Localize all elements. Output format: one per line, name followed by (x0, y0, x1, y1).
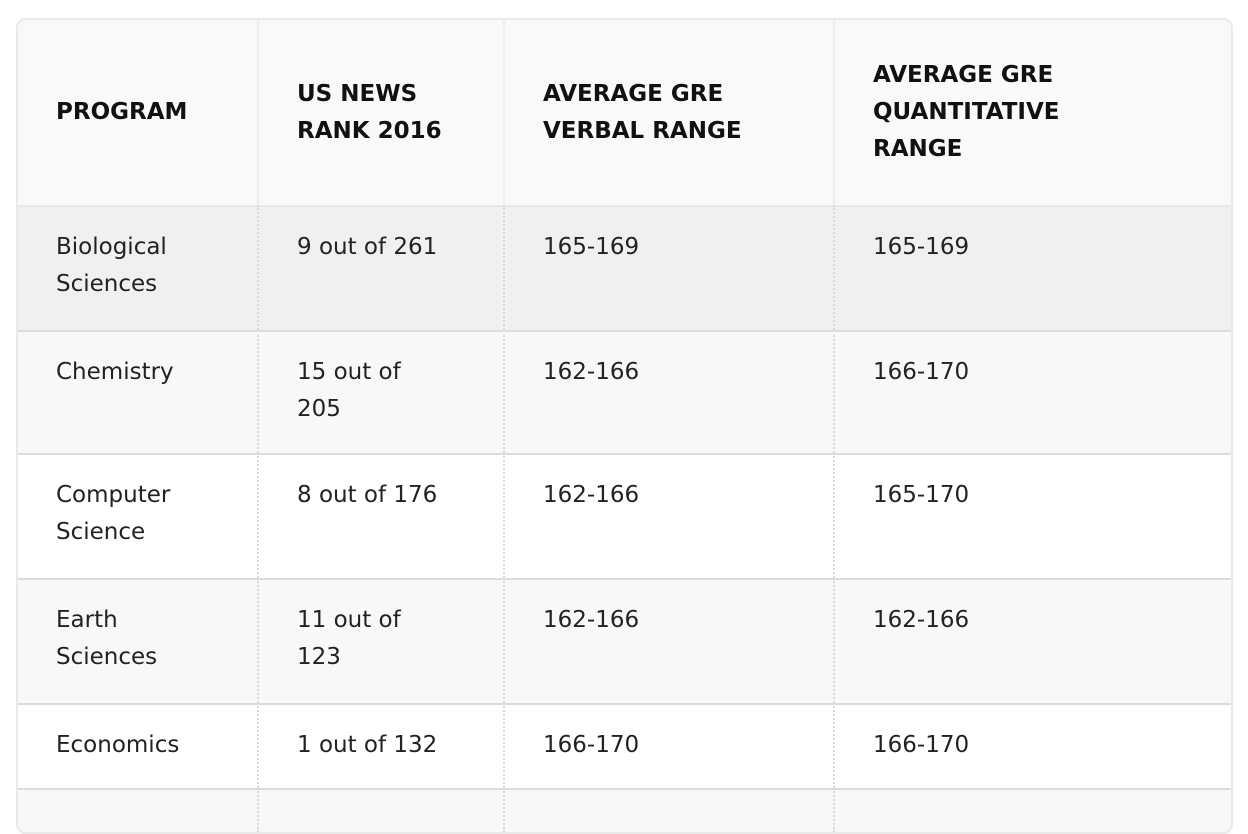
cell-verbal-range: 166-170 (503, 703, 833, 788)
column-header-gre-verbal-range-label: AVERAGE GRE VERBAL RANGE (543, 80, 742, 144)
table-row-economics: Economics 1 out of 132 166-170 166-170 (18, 703, 1231, 788)
column-header-gre-verbal-range: AVERAGE GRE VERBAL RANGE (503, 20, 833, 205)
cell-rank: 1 out of 132 (257, 703, 503, 788)
cell-rank: 9 out of 261 (257, 205, 503, 330)
column-header-program: PROGRAM (18, 20, 257, 205)
cell-quantitative-range: 162-166 (833, 578, 1231, 703)
table-row-earth-sciences: Earth Sciences 11 out of 123 162-166 162… (18, 578, 1231, 703)
column-header-program-label: PROGRAM (56, 99, 188, 125)
cell-quantitative-range: 165-170 (833, 453, 1231, 578)
cell-quantitative-range: 165-169 (833, 205, 1231, 330)
cell-verbal-range: 162-166 (503, 578, 833, 703)
cell-program: Economics (18, 703, 257, 788)
table-row-biological-sciences: Biological Sciences 9 out of 261 165-169… (18, 205, 1231, 330)
cell-quantitative-range: 166-170 (833, 330, 1231, 453)
cell-program (18, 788, 257, 832)
cell-text: 166-170 (873, 359, 970, 385)
cell-program: Computer Science (18, 453, 257, 578)
header-row: PROGRAM US NEWS RANK 2016 AVERAGE GRE VE… (18, 20, 1231, 205)
table-header: PROGRAM US NEWS RANK 2016 AVERAGE GRE VE… (18, 20, 1231, 205)
cell-text: 15 out of 205 (297, 359, 401, 422)
cell-text: 1 out of 132 (297, 732, 438, 758)
cell-rank: 15 out of 205 (257, 330, 503, 453)
cell-text: Biological Sciences (56, 234, 167, 297)
cell-quantitative-range (833, 788, 1231, 832)
cell-verbal-range: 162-166 (503, 453, 833, 578)
cell-text: 162-166 (543, 482, 640, 508)
table-row-partial (18, 788, 1231, 832)
cell-program: Chemistry (18, 330, 257, 453)
cell-text: 162-166 (543, 359, 640, 385)
cell-text: Computer Science (56, 482, 171, 545)
column-header-gre-quantitative-range: AVERAGE GRE QUANTITATIVE RANGE (833, 20, 1231, 205)
column-header-us-news-rank-label: US NEWS RANK 2016 (297, 80, 442, 144)
cell-verbal-range: 165-169 (503, 205, 833, 330)
cell-verbal-range: 162-166 (503, 330, 833, 453)
cell-text: 165-170 (873, 482, 970, 508)
cell-rank: 11 out of 123 (257, 578, 503, 703)
cell-text: 162-166 (543, 607, 640, 633)
cell-text: 165-169 (873, 234, 970, 260)
gre-scores-table: PROGRAM US NEWS RANK 2016 AVERAGE GRE VE… (16, 18, 1233, 834)
cell-text: 8 out of 176 (297, 482, 438, 508)
cell-quantitative-range: 166-170 (833, 703, 1231, 788)
data-table: PROGRAM US NEWS RANK 2016 AVERAGE GRE VE… (18, 20, 1231, 832)
cell-text: Chemistry (56, 359, 174, 385)
cell-text: Earth Sciences (56, 607, 158, 670)
cell-text: Economics (56, 732, 180, 758)
table-row-chemistry: Chemistry 15 out of 205 162-166 166-170 (18, 330, 1231, 453)
column-header-us-news-rank: US NEWS RANK 2016 (257, 20, 503, 205)
cell-rank: 8 out of 176 (257, 453, 503, 578)
cell-verbal-range (503, 788, 833, 832)
table-row-computer-science: Computer Science 8 out of 176 162-166 16… (18, 453, 1231, 578)
cell-rank (257, 788, 503, 832)
cell-program: Earth Sciences (18, 578, 257, 703)
cell-text: 11 out of 123 (297, 607, 401, 670)
column-header-gre-quantitative-range-label: AVERAGE GRE QUANTITATIVE RANGE (873, 62, 1060, 162)
cell-text: 166-170 (543, 732, 640, 758)
table-body: Biological Sciences 9 out of 261 165-169… (18, 205, 1231, 832)
cell-text: 166-170 (873, 732, 970, 758)
cell-text: 9 out of 261 (297, 234, 438, 260)
cell-text: 165-169 (543, 234, 640, 260)
cell-program: Biological Sciences (18, 205, 257, 330)
cell-text: 162-166 (873, 607, 970, 633)
